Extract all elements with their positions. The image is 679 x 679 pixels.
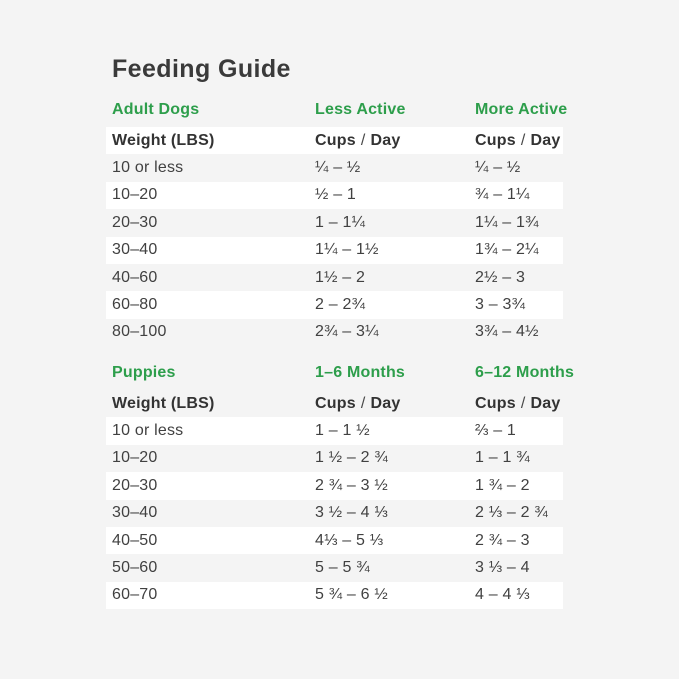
table-row: 60–80 2 – 2¾ 3 – 3¾: [106, 291, 563, 319]
table-row: 20–30 1 – 1¼ 1¼ – 1¾: [106, 209, 563, 236]
slash-separator: /: [360, 131, 366, 149]
day-label: Day: [530, 394, 561, 412]
cups-per-day-cell: 3 ½ – 4 ⅓: [315, 504, 388, 522]
table-subheader-row: Weight (LBS) Cups / Day Cups / Day: [106, 390, 563, 417]
table-row: 80–100 2¾ – 3¼ 3¾ – 4½: [106, 319, 563, 346]
cups-label: Cups: [315, 131, 356, 149]
table-row: 50–60 5 – 5 ¾ 3 ⅓ – 4: [106, 554, 563, 581]
table-subheader-row: Weight (LBS) Cups / Day Cups / Day: [106, 127, 563, 155]
cups-per-day-cell: 1¼ – 1¾: [475, 213, 539, 231]
cups-per-day-cell: 1¾ – 2¼: [475, 241, 539, 259]
cups-per-day-cell: 1¼ – 1½: [315, 241, 379, 259]
cups-day-header-6-12-months: Cups / Day: [475, 395, 563, 413]
cups-per-day-cell: 1 – 1 ½: [315, 422, 370, 440]
cups-day-header-less-active: Cups / Day: [315, 132, 475, 150]
slash-separator: /: [360, 394, 366, 412]
cups-per-day-cell: ¾ – 1¼: [475, 186, 530, 204]
table-row: 10–20 ½ – 1 ¾ – 1¼: [106, 181, 563, 210]
weight-cell: 80–100: [112, 323, 167, 341]
weight-column-header: Weight (LBS): [112, 394, 215, 412]
table-row: 10 or less 1 – 1 ½ ⅔ – 1: [106, 417, 563, 445]
cups-per-day-cell: 1 – 1 ¾: [475, 449, 530, 467]
weight-cell: 40–50: [112, 531, 158, 549]
cups-day-header-1-6-months: Cups / Day: [315, 395, 475, 413]
puppies-header-row: Puppies 1–6 Months 6–12 Months: [106, 364, 574, 382]
cups-day-header-more-active: Cups / Day: [475, 132, 563, 150]
cups-per-day-cell: ½ – 1: [315, 186, 357, 204]
table-row: 30–40 3 ½ – 4 ⅓ 2 ⅓ – 2 ¾: [106, 500, 563, 527]
cups-per-day-cell: 2¾ – 3¼: [315, 323, 379, 341]
cups-per-day-cell: 2 ¾ – 3 ½: [315, 476, 388, 494]
slash-separator: /: [520, 394, 526, 412]
cups-per-day-cell: ¼ – ½: [315, 159, 361, 177]
cups-per-day-cell: 2 ⅓ – 2 ¾: [475, 504, 548, 522]
cups-per-day-cell: 3¾ – 4½: [475, 323, 539, 341]
weight-cell: 40–60: [112, 268, 158, 286]
cups-label: Cups: [475, 131, 516, 149]
table-row: 20–30 2 ¾ – 3 ½ 1 ¾ – 2: [106, 472, 563, 500]
cups-per-day-cell: 1 ¾ – 2: [475, 476, 530, 494]
adult-dogs-header-row: Adult Dogs Less Active More Active: [106, 101, 567, 119]
day-label: Day: [370, 131, 401, 149]
col-header-6-12-months: 6–12 Months: [475, 364, 575, 381]
table-row: 40–50 4⅓ – 5 ⅓ 2 ¾ – 3: [106, 526, 563, 555]
cups-per-day-cell: 4⅓ – 5 ⅓: [315, 531, 384, 549]
weight-cell: 10–20: [112, 449, 158, 467]
cups-per-day-cell: 1 – 1¼: [315, 213, 366, 231]
section-title-puppies: Puppies: [112, 364, 176, 381]
cups-per-day-cell: ¼ – ½: [475, 159, 521, 177]
table-row: 40–60 1½ – 2 2½ – 3: [106, 264, 563, 291]
weight-cell: 30–40: [112, 504, 158, 522]
cups-per-day-cell: 1½ – 2: [315, 268, 366, 286]
slash-separator: /: [520, 131, 526, 149]
col-header-more-active: More Active: [475, 101, 568, 118]
table-row: 10–20 1 ½ – 2 ¾ 1 – 1 ¾: [106, 445, 563, 472]
weight-column-header: Weight (LBS): [112, 131, 215, 149]
weight-cell: 60–70: [112, 586, 158, 604]
cups-per-day-cell: 2 ¾ – 3: [475, 531, 530, 549]
cups-per-day-cell: 4 – 4 ⅓: [475, 586, 530, 604]
puppies-table: Weight (LBS) Cups / Day Cups / Day 10 or les…: [106, 390, 563, 610]
weight-cell: 50–60: [112, 559, 158, 577]
cups-label: Cups: [475, 394, 516, 412]
day-label: Day: [530, 131, 561, 149]
section-title-adult-dogs: Adult Dogs: [112, 101, 200, 118]
cups-per-day-cell: 3 ⅓ – 4: [475, 559, 530, 577]
page-title: Feeding Guide: [112, 55, 291, 83]
cups-per-day-cell: 5 – 5 ¾: [315, 559, 370, 577]
table-row: 30–40 1¼ – 1½ 1¾ – 2¼: [106, 236, 563, 264]
table-row: 10 or less ¼ – ½ ¼ – ½: [106, 154, 563, 181]
adult-dogs-table: Weight (LBS) Cups / Day Cups / Day 10 or les…: [106, 127, 563, 346]
col-header-less-active: Less Active: [315, 101, 406, 118]
weight-cell: 10 or less: [112, 422, 184, 440]
weight-cell: 60–80: [112, 296, 158, 314]
table-row: 60–70 5 ¾ – 6 ½ 4 – 4 ⅓: [106, 581, 563, 610]
weight-cell: 20–30: [112, 476, 158, 494]
cups-per-day-cell: 1 ½ – 2 ¾: [315, 449, 388, 467]
cups-per-day-cell: 2½ – 3: [475, 268, 526, 286]
cups-per-day-cell: 5 ¾ – 6 ½: [315, 586, 388, 604]
cups-per-day-cell: 2 – 2¾: [315, 296, 366, 314]
weight-cell: 10 or less: [112, 159, 184, 177]
weight-cell: 10–20: [112, 186, 158, 204]
cups-per-day-cell: 3 – 3¾: [475, 296, 526, 314]
cups-per-day-cell: ⅔ – 1: [475, 422, 517, 440]
cups-label: Cups: [315, 394, 356, 412]
weight-cell: 20–30: [112, 213, 158, 231]
weight-cell: 30–40: [112, 241, 158, 259]
col-header-1-6-months: 1–6 Months: [315, 364, 406, 381]
day-label: Day: [370, 394, 401, 412]
